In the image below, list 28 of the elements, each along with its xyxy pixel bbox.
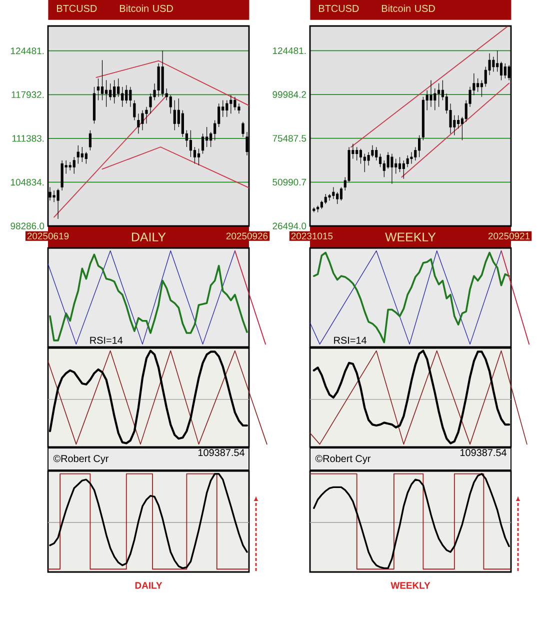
x-tick-label: 20231015 [291, 232, 333, 240]
x-tick-label: 20250921 [488, 232, 530, 240]
text: WEEKLY [390, 582, 430, 589]
y-tick-label: 111383. [12, 135, 44, 142]
text: ©Robert Cyr [315, 454, 371, 464]
x-tick-label: 20250619 [27, 232, 69, 240]
text: ©Robert Cyr [53, 454, 109, 464]
annotation: RSI=14 [90, 336, 123, 344]
y-tick-label: 104834. [10, 178, 44, 186]
x-axis-title: WEEKLY [385, 232, 436, 242]
y-tick-label: 75487.5 [272, 135, 306, 142]
x-tick-label: 20250926 [226, 232, 268, 240]
y-tick-label: 99984.2 [272, 91, 306, 98]
y-tick-label: 26494.0 [272, 222, 306, 230]
y-tick-label: 117932. [12, 91, 44, 98]
chart-title: 109387.54 [460, 449, 507, 456]
y-tick-label: 98286.0 [10, 222, 44, 230]
text: DAILY [135, 582, 162, 589]
chart-subtitle: Bitcoin USD [120, 4, 173, 12]
chart-title: BTCUSD [319, 4, 359, 12]
y-tick-label: 124481. [10, 48, 44, 54]
y-tick-label: 50990.7 [272, 178, 306, 186]
chart-title: BTCUSD [57, 4, 97, 12]
annotation: RSI=14 [334, 336, 367, 344]
chart-title: 109387.54 [198, 449, 244, 456]
y-tick-label: 124481. [272, 47, 306, 54]
chart-subtitle: Bitcoin USD [382, 4, 435, 12]
x-axis-title: DAILY [132, 232, 166, 242]
